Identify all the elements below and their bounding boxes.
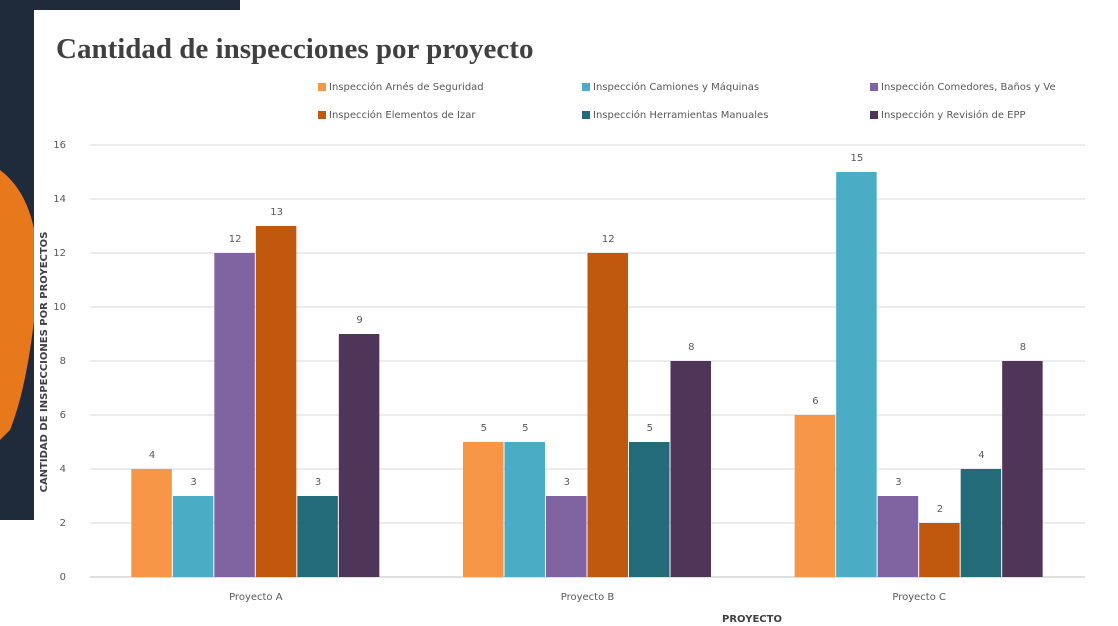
bar xyxy=(836,172,877,577)
bar xyxy=(960,469,1002,577)
data-label: 9 xyxy=(356,315,362,326)
legend-label: Inspección Comedores, Baños y Ve xyxy=(881,81,1056,93)
bar xyxy=(629,442,670,577)
x-tick-label: Proyecto A xyxy=(229,592,283,603)
data-label: 5 xyxy=(481,423,487,434)
legend-swatch xyxy=(870,111,878,119)
bar xyxy=(670,361,711,577)
bar xyxy=(172,496,214,577)
bar xyxy=(463,442,504,577)
legend-swatch xyxy=(870,83,878,91)
bar xyxy=(794,415,836,577)
y-tick-label: 0 xyxy=(60,572,66,583)
plot-area: 0 2 4 6 8 10 12 14 16 Inspección Arnés de Segurid… xyxy=(53,81,1085,603)
data-label: 3 xyxy=(564,477,570,488)
data-label: 13 xyxy=(270,207,283,218)
bar xyxy=(587,253,628,577)
data-label: 4 xyxy=(978,450,984,461)
bar xyxy=(1002,361,1043,577)
legend-swatch xyxy=(318,83,326,91)
y-tick-label: 10 xyxy=(53,302,66,313)
bar xyxy=(338,334,380,577)
background-photo xyxy=(0,0,240,520)
y-tick-label: 4 xyxy=(60,464,66,475)
x-axis-title: PROYECTO xyxy=(722,614,782,625)
data-label: 2 xyxy=(937,504,943,515)
data-label: 6 xyxy=(812,396,818,407)
legend-label: Inspección Elementos de Izar xyxy=(329,109,476,121)
y-tick-label: 8 xyxy=(60,356,66,367)
y-tick-label: 6 xyxy=(60,410,66,421)
data-label: 8 xyxy=(688,342,694,353)
x-tick-label: Proyecto C xyxy=(892,592,946,603)
data-label: 15 xyxy=(851,153,864,164)
legend-label: Inspección Arnés de Seguridad xyxy=(329,81,484,93)
data-label: 3 xyxy=(895,477,901,488)
bar xyxy=(877,496,919,577)
y-tick-label: 16 xyxy=(53,140,66,151)
data-label: 4 xyxy=(149,450,155,461)
x-tick-label: Proyecto B xyxy=(561,592,615,603)
legend-swatch xyxy=(582,111,590,119)
bar xyxy=(297,496,338,577)
data-label: 3 xyxy=(315,477,321,488)
y-tick-label: 12 xyxy=(53,248,66,259)
data-label: 3 xyxy=(190,477,196,488)
chart-title: Cantidad de inspecciones por proyecto xyxy=(56,33,533,65)
bar xyxy=(255,226,297,577)
y-tick-label: 2 xyxy=(60,518,66,529)
y-axis-title: CANTIDAD DE INSPECCIONES POR PROYECTOS xyxy=(39,232,50,493)
bar xyxy=(919,523,960,577)
legend-swatch xyxy=(318,111,326,119)
legend-swatch xyxy=(582,83,590,91)
bar xyxy=(214,253,255,577)
bar xyxy=(504,442,545,577)
data-label: 8 xyxy=(1020,342,1026,353)
legend-label: Inspección Herramientas Manuales xyxy=(593,109,768,121)
legend-label: Inspección y Revisión de EPP xyxy=(881,109,1026,121)
data-label: 5 xyxy=(647,423,653,434)
data-label: 5 xyxy=(522,423,528,434)
data-label: 12 xyxy=(229,234,242,245)
bar xyxy=(131,469,172,577)
data-label: 12 xyxy=(602,234,615,245)
bar xyxy=(546,496,587,577)
y-tick-label: 14 xyxy=(53,194,66,205)
legend-label: Inspección Camiones y Máquinas xyxy=(593,81,759,93)
